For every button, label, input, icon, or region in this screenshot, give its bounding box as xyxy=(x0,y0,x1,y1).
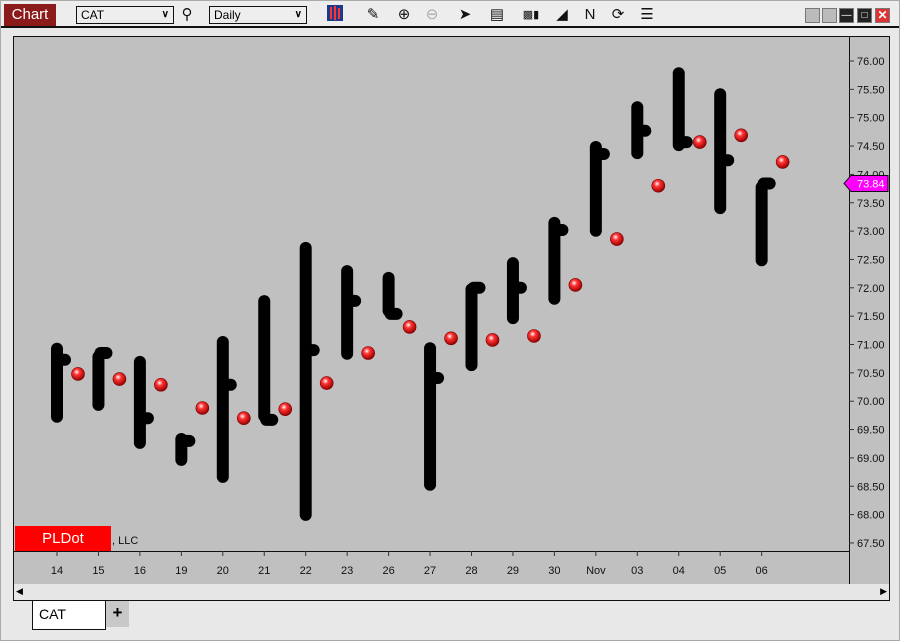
pldot-logo: PLDot xyxy=(15,526,111,551)
chevron-down-icon: ∨ xyxy=(161,9,169,20)
x-tick-label: 05 xyxy=(714,565,726,577)
last-price-marker xyxy=(843,174,889,192)
x-tick-label: 22 xyxy=(300,565,312,577)
x-tick-label: 28 xyxy=(465,565,477,577)
x-tick-label: 20 xyxy=(217,565,229,577)
window-option-button[interactable] xyxy=(805,8,820,23)
symbol-value: CAT xyxy=(81,8,105,22)
search-icon[interactable]: ⚲ xyxy=(181,6,193,23)
symbol-select[interactable]: CAT ∨ xyxy=(76,6,174,24)
pointer-icon[interactable]: ➤ xyxy=(458,6,472,23)
pldot-marker xyxy=(195,401,210,415)
pldot-marker xyxy=(775,155,790,169)
y-tick-label: 70.50 xyxy=(857,368,885,380)
bar-style-icon[interactable] xyxy=(325,5,345,25)
pldot-marker xyxy=(112,372,127,386)
pldot-marker xyxy=(444,331,458,346)
pldot-marker xyxy=(319,376,334,390)
pldot-marker xyxy=(610,232,624,246)
close-button[interactable]: ✕ xyxy=(875,8,890,23)
y-tick-label: 69.50 xyxy=(857,425,885,437)
refresh-icon[interactable]: ⟳ xyxy=(611,6,625,23)
y-tick-label: 72.00 xyxy=(857,283,885,295)
toolbar: Chart CAT ∨ ⚲ Daily ∨ ✎ ⊕ ⊖ ➤ ▤ ▩▮ ◢ N ⟳ ☰… xyxy=(1,1,899,28)
y-tick-label: 74.50 xyxy=(857,141,885,153)
y-tick-label: 75.00 xyxy=(857,113,885,125)
pldot-marker xyxy=(485,333,500,347)
period-select[interactable]: Daily ∨ xyxy=(209,6,307,24)
pldot-marker xyxy=(692,135,707,149)
x-tick-label: 21 xyxy=(258,565,270,577)
x-tick-label: 30 xyxy=(548,565,560,577)
x-tick-label: 16 xyxy=(134,565,146,577)
minimize-button[interactable]: — xyxy=(839,8,854,23)
pencil-icon[interactable]: ✎ xyxy=(366,6,380,23)
y-tick-label: 72.50 xyxy=(857,254,885,266)
scroll-right-icon[interactable]: ▶ xyxy=(880,586,887,596)
chevron-down-icon: ∨ xyxy=(294,9,302,20)
x-tick-label: 29 xyxy=(507,565,519,577)
y-tick-label: 71.00 xyxy=(857,340,885,352)
x-tick-label: 19 xyxy=(175,565,187,577)
bar-spacing-icon[interactable]: ▩▮ xyxy=(522,9,540,21)
horizontal-scrollbar[interactable]: ◀ ▶ xyxy=(14,584,889,600)
maximize-button[interactable]: □ xyxy=(857,8,872,23)
y-tick-label: 70.00 xyxy=(857,396,885,408)
y-tick-label: 69.00 xyxy=(857,453,885,465)
x-tick-label: 27 xyxy=(424,565,436,577)
price-chart[interactable]: 76.0075.5075.0074.5074.0073.5073.0072.50… xyxy=(14,37,889,584)
pldot-marker xyxy=(278,402,293,416)
tab-cat[interactable]: CAT xyxy=(32,601,106,630)
pldot-marker xyxy=(527,329,541,343)
line-draw-icon[interactable]: N xyxy=(584,6,596,23)
pldot-marker xyxy=(154,377,168,392)
pldot-marker xyxy=(651,178,666,193)
logo-suffix: , LLC xyxy=(112,535,139,547)
y-tick-label: 68.00 xyxy=(857,510,885,522)
zoom-in-icon[interactable]: ⊕ xyxy=(397,6,411,23)
y-tick-label: 73.50 xyxy=(857,198,885,210)
scroll-left-icon[interactable]: ◀ xyxy=(16,586,23,596)
x-tick-label: 14 xyxy=(51,565,63,577)
pldot-marker xyxy=(402,320,417,334)
steps-icon[interactable]: ◢ xyxy=(556,6,568,23)
list-icon[interactable]: ☰ xyxy=(640,6,654,23)
x-tick-label: 23 xyxy=(341,565,353,577)
period-value: Daily xyxy=(214,8,241,22)
y-tick-label: 71.50 xyxy=(857,311,885,323)
x-tick-label: 15 xyxy=(92,565,104,577)
x-tick-label: 06 xyxy=(756,565,768,577)
pldot-marker xyxy=(568,278,583,292)
x-tick-label: 03 xyxy=(631,565,643,577)
x-tick-label: Nov xyxy=(586,565,606,577)
x-tick-label: 26 xyxy=(382,565,394,577)
x-tick-label: 04 xyxy=(673,565,685,577)
add-tab-button[interactable]: + xyxy=(106,601,129,627)
pldot-marker xyxy=(361,346,375,360)
y-tick-label: 75.50 xyxy=(857,84,885,96)
y-tick-label: 68.50 xyxy=(857,481,885,493)
pldot-marker xyxy=(71,367,85,381)
pldot-marker xyxy=(237,411,251,426)
y-tick-label: 67.50 xyxy=(857,538,885,550)
y-tick-label: 76.00 xyxy=(857,56,885,68)
data-window-icon[interactable]: ▤ xyxy=(489,6,505,23)
pldot-marker xyxy=(734,128,749,143)
window-title: Chart xyxy=(4,4,56,26)
chart-frame: 76.0075.5075.0074.5074.0073.5073.0072.50… xyxy=(13,36,890,601)
zoom-out-icon[interactable]: ⊖ xyxy=(425,6,439,23)
y-tick-label: 73.00 xyxy=(857,226,885,238)
window-option-button[interactable] xyxy=(822,8,837,23)
last-price-label: 73.84 xyxy=(857,178,885,190)
